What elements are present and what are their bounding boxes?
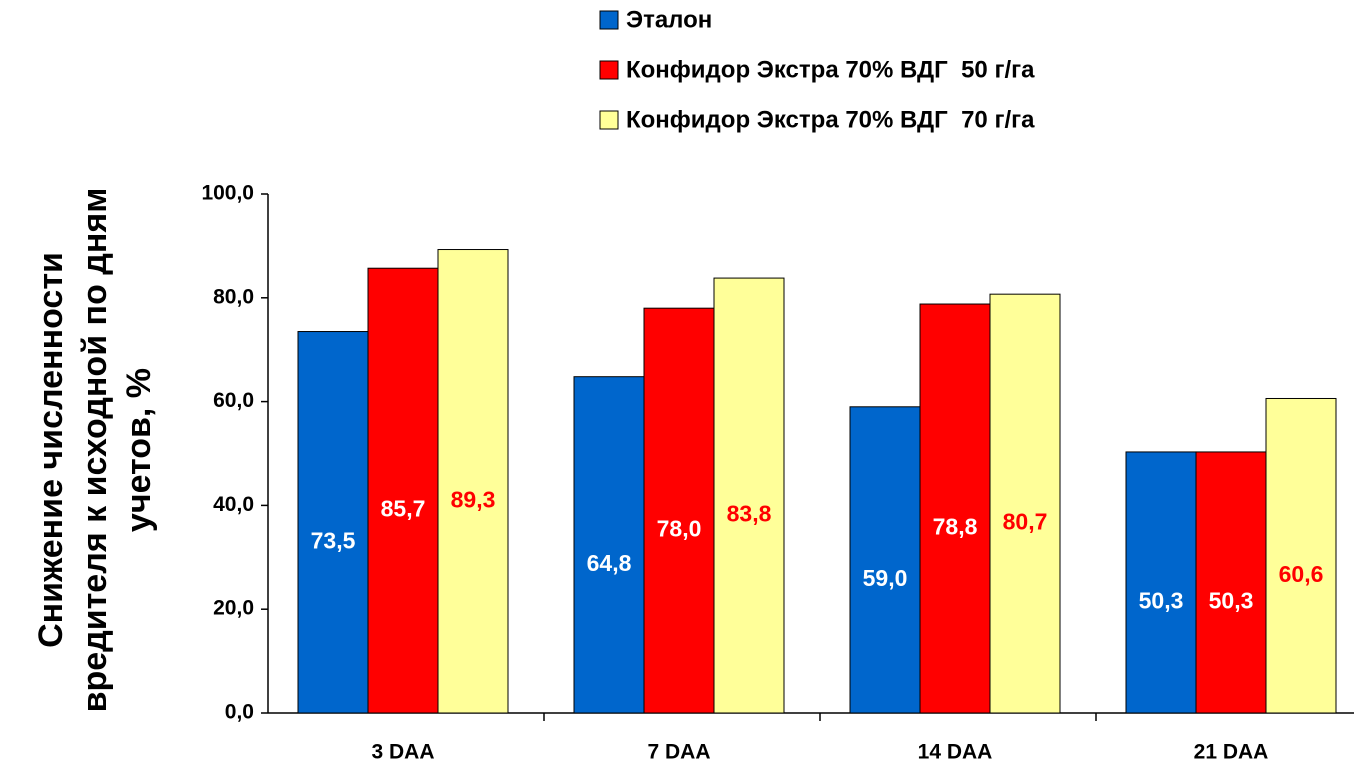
value-label: 78,0 — [657, 516, 702, 542]
value-label: 85,7 — [381, 496, 426, 522]
bar — [573, 376, 645, 714]
bar — [643, 307, 715, 714]
value-label: 50,3 — [1209, 588, 1254, 614]
y-tick-label: 20,0 — [213, 597, 254, 620]
y-tick-label: 60,0 — [213, 389, 254, 412]
bar — [437, 249, 509, 714]
value-label: 83,8 — [727, 501, 772, 527]
y-axis-label: Снижение численности вредителя к исходно… — [32, 187, 158, 713]
y-tick-label: 100,0 — [201, 182, 254, 205]
x-tick-label: 3 DAA — [371, 741, 434, 764]
legend-label: Конфидор Экстра 70% ВДГ 70 г/га — [626, 106, 1035, 133]
y-tick-label: 80,0 — [213, 285, 254, 308]
legend-swatch — [599, 60, 619, 80]
value-label: 60,6 — [1279, 561, 1324, 587]
bar — [1125, 451, 1197, 714]
bar — [713, 277, 785, 714]
bar — [1265, 397, 1337, 714]
value-label: 64,8 — [587, 550, 632, 576]
value-label: 59,0 — [863, 565, 908, 591]
x-tick-label: 21 DAA — [1194, 741, 1269, 764]
legend-label: Конфидор Экстра 70% ВДГ 50 г/га — [626, 56, 1035, 83]
value-label: 80,7 — [1003, 509, 1048, 535]
legend-swatch — [599, 110, 619, 130]
y-tick-label: 0,0 — [225, 701, 254, 724]
y-tick-label: 40,0 — [213, 493, 254, 516]
value-label: 89,3 — [451, 486, 496, 512]
value-label: 50,3 — [1139, 588, 1184, 614]
bar — [367, 267, 439, 714]
x-tick-label: 14 DAA — [918, 741, 993, 764]
bar — [919, 303, 991, 714]
legend-label: Эталон — [626, 6, 712, 33]
value-label: 73,5 — [311, 527, 356, 553]
bar — [1195, 451, 1267, 714]
bar — [297, 331, 369, 714]
bar — [849, 406, 921, 714]
bar — [989, 293, 1061, 714]
x-tick-label: 7 DAA — [647, 741, 710, 764]
value-label: 78,8 — [933, 514, 978, 540]
legend-swatch — [599, 10, 619, 30]
